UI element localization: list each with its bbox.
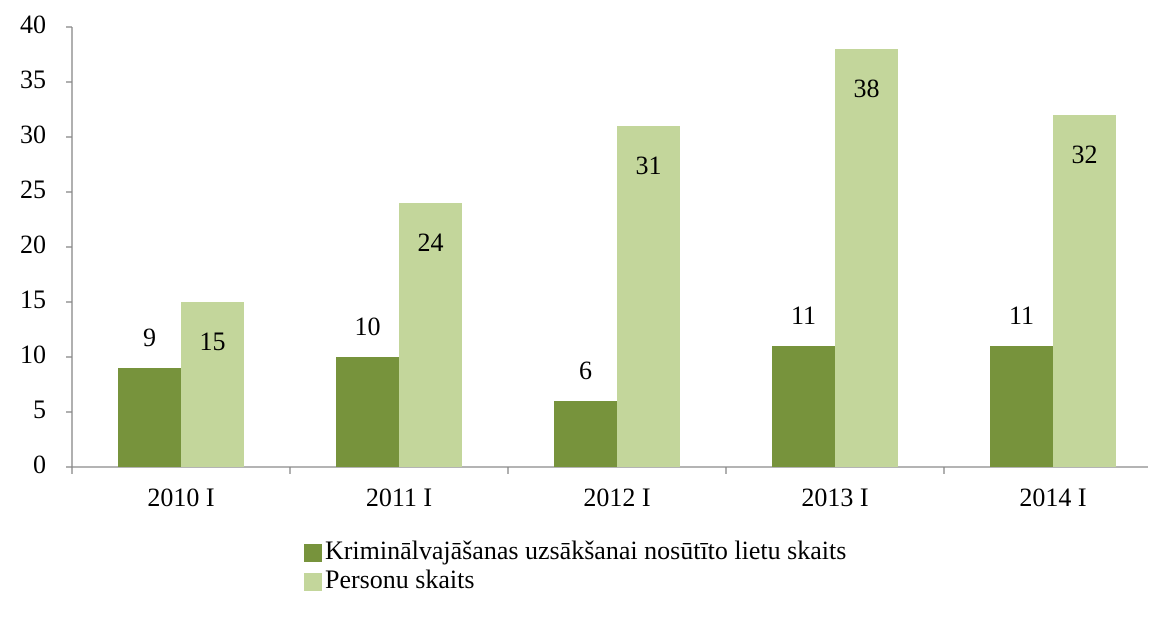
x-tick-label: 2012 I: [583, 483, 650, 512]
y-tick-label: 0: [33, 450, 46, 479]
bar: [835, 49, 898, 467]
data-label: 38: [854, 74, 880, 103]
y-tick-label: 5: [33, 395, 46, 424]
y-tick-label: 30: [20, 120, 46, 149]
y-tick-label: 40: [20, 10, 46, 39]
x-tick-label: 2013 I: [801, 483, 868, 512]
legend-swatch: [304, 573, 322, 591]
bar: [1053, 115, 1116, 467]
data-label: 31: [636, 151, 662, 180]
data-label: 11: [1009, 301, 1034, 330]
y-tick-label: 25: [20, 175, 46, 204]
data-label: 9: [143, 323, 156, 352]
y-tick-label: 35: [20, 65, 46, 94]
legend-label: Personu skaits: [325, 565, 475, 594]
data-label: 15: [200, 327, 226, 356]
x-tick-label: 2014 I: [1019, 483, 1086, 512]
data-label: 24: [418, 228, 444, 257]
y-tick-label: 10: [20, 340, 46, 369]
bar: [118, 368, 181, 467]
bar: [336, 357, 399, 467]
bar: [399, 203, 462, 467]
legend-swatch: [304, 544, 322, 562]
bar: [181, 302, 244, 467]
data-label: 32: [1072, 140, 1098, 169]
data-label: 10: [355, 312, 381, 341]
y-tick-label: 20: [20, 230, 46, 259]
data-label: 6: [579, 356, 592, 385]
bar: [772, 346, 835, 467]
legend-label: Kriminālvajāšanas uzsākšanai nosūtīto li…: [325, 536, 846, 565]
y-tick-label: 15: [20, 285, 46, 314]
bar: [990, 346, 1053, 467]
bar: [617, 126, 680, 467]
x-tick-label: 2010 I: [147, 483, 214, 512]
bar: [554, 401, 617, 467]
x-tick-label: 2011 I: [366, 483, 432, 512]
data-label: 11: [791, 301, 816, 330]
